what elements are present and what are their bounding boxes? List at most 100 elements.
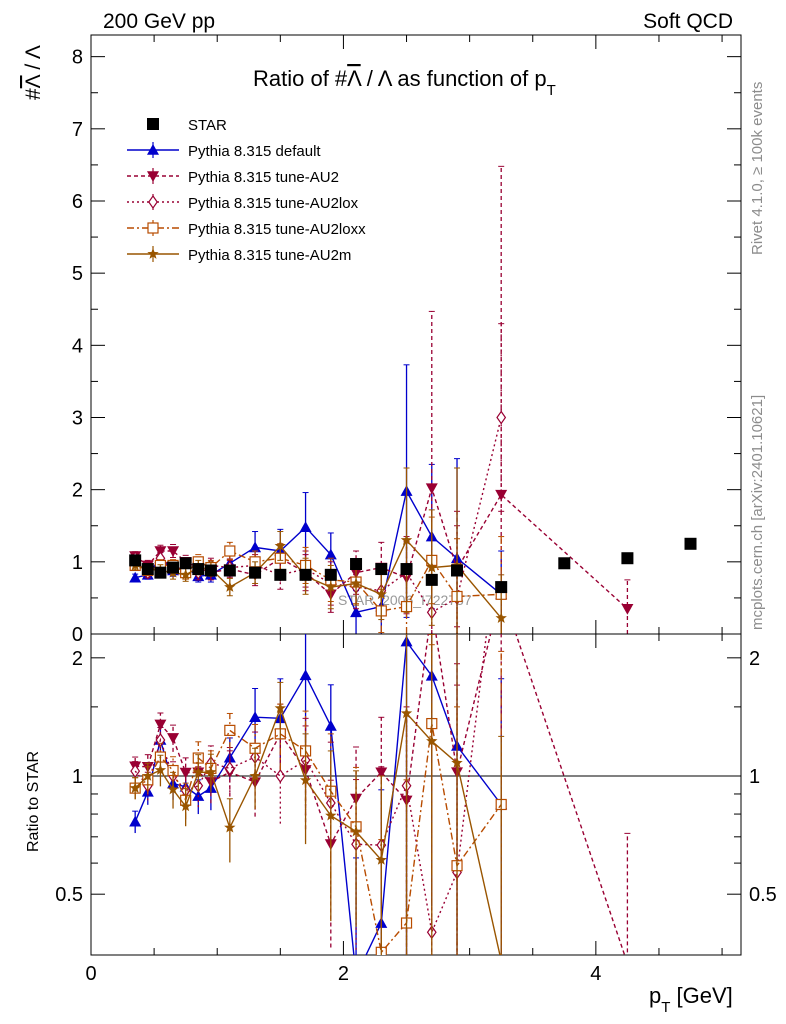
ratio-plot: 0 2 4 0.5 0.5 1 1 2 2: [55, 633, 777, 985]
marker: [129, 571, 142, 583]
legend-label: STAR: [188, 117, 227, 134]
y-tick-label: 3: [72, 407, 83, 429]
marker: [167, 546, 180, 558]
marker: [299, 521, 312, 532]
marker: [350, 557, 363, 570]
legend-label: Pythia 8.315 tune-AU2: [188, 169, 339, 186]
marker: [180, 568, 192, 580]
marker: [223, 564, 236, 577]
legend-entry: STAR: [147, 117, 227, 134]
ratio-y-tick-label: 0.5: [55, 884, 83, 906]
title-antilambda: Λ: [347, 66, 362, 91]
y-tick-label: 4: [72, 335, 83, 357]
legend-entry: Pythia 8.315 tune-AU2: [127, 168, 339, 186]
y-tick-label: 6: [72, 191, 83, 213]
marker: [141, 563, 154, 576]
marker: [167, 561, 180, 574]
marker: [192, 563, 205, 576]
ratio-y-tick-label: 1: [72, 766, 83, 788]
marker: [325, 581, 337, 592]
title-sub: T: [547, 82, 556, 99]
marker: [426, 561, 438, 573]
marker: [621, 603, 634, 615]
xlabel-main: p: [649, 983, 661, 1008]
marker: [375, 588, 387, 600]
ratio-y-tick-label-right: 2: [749, 648, 760, 670]
marker: [496, 410, 507, 425]
y-tick-label: 0: [72, 624, 83, 646]
marker: [324, 548, 337, 560]
marker: [451, 564, 464, 577]
legend-label: Pythia 8.315 tune-AU2m: [188, 247, 351, 264]
marker: [179, 557, 192, 570]
y-tick-label: 8: [72, 47, 83, 69]
marker: [147, 144, 159, 155]
ratio-series-line: [134, 723, 502, 954]
main-data: [129, 165, 697, 634]
marker: [224, 724, 236, 736]
legend: STAR Pythia 8.315 default Pythia 8.315 tun…: [127, 117, 366, 264]
legend-label: Pythia 8.315 tune-AU2lox: [188, 195, 359, 212]
marker: [130, 764, 141, 779]
marker: [224, 581, 236, 592]
legend-entry: Pythia 8.315 tune-AU2m: [127, 246, 351, 264]
y-tick-label: 5: [72, 263, 83, 285]
ratio-y-tick-label-right: 0.5: [749, 884, 777, 906]
marker: [154, 566, 167, 579]
chart-title: Ratio of #Λ / Λ as function of pT: [253, 66, 556, 99]
marker: [350, 606, 363, 618]
header-right: Soft QCD: [643, 10, 733, 33]
marker: [275, 768, 286, 784]
marker: [167, 733, 180, 744]
series-3-ratio: [130, 634, 488, 955]
watermark: STAR_2006_I722757: [338, 592, 472, 608]
marker: [274, 540, 286, 551]
ratio-series-line: [134, 634, 488, 935]
legend-entry: Pythia 8.315 default: [127, 142, 321, 160]
ratio-frame: [90, 633, 742, 956]
x-tick-label: 2: [338, 963, 349, 985]
marker: [224, 545, 236, 557]
legend-entry: Pythia 8.315 tune-AU2loxx: [127, 220, 366, 238]
marker: [350, 970, 362, 981]
marker: [249, 566, 262, 579]
ylabel-antilambda: Λ: [22, 74, 45, 88]
x-axis-label: pT [GeV]: [649, 983, 733, 1016]
marker: [147, 118, 159, 130]
y-axis-label: #Λ / Λ: [22, 45, 45, 100]
marker: [274, 568, 287, 581]
x-tick-label: 0: [85, 963, 96, 985]
marker: [204, 564, 217, 577]
series-3-main: [130, 323, 507, 634]
marker: [148, 194, 158, 210]
x-tick-label: 4: [590, 963, 601, 985]
y-tick-label: 7: [72, 119, 83, 141]
star-data: [129, 537, 697, 594]
legend-entry: Pythia 8.315 tune-AU2lox: [127, 194, 359, 212]
marker: [375, 563, 388, 576]
ratio-data: [129, 634, 633, 981]
ylabel-prefix: #: [22, 88, 45, 100]
title-mid: / Λ as function of p: [361, 66, 547, 91]
marker: [400, 534, 413, 545]
side-rivet-label: Rivet 4.1.0, ≥ 100k events: [749, 82, 766, 255]
marker: [425, 573, 438, 586]
marker: [299, 568, 312, 581]
side-mcplots-label: mcplots.cern.ch [arXiv:2401.10621]: [749, 395, 766, 630]
series-5-main: [129, 467, 507, 634]
marker: [425, 483, 438, 495]
marker: [249, 541, 262, 553]
y-tick-label: 2: [72, 480, 83, 502]
ratio-series-line: [134, 706, 501, 955]
marker: [324, 568, 337, 581]
header-left: 200 GeV pp: [103, 10, 215, 33]
marker: [558, 557, 571, 570]
marker: [501, 954, 502, 955]
marker: [621, 959, 633, 970]
ylabel-suffix: / Λ: [22, 45, 45, 75]
legend-label: Pythia 8.315 tune-AU2loxx: [188, 221, 366, 238]
title-prefix: Ratio of #: [253, 66, 348, 91]
marker: [684, 537, 697, 550]
xlabel-unit: [GeV]: [670, 983, 732, 1008]
main-plot: 0 1 2 3 4 5 6 7 8: [72, 34, 742, 646]
